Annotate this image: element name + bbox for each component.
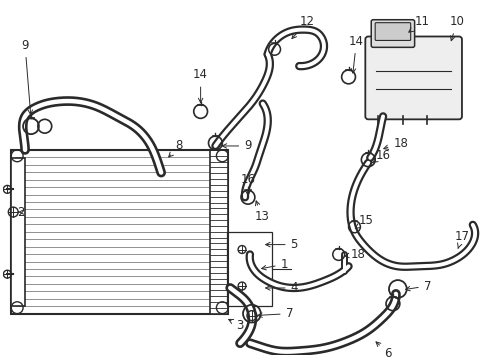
Text: 17: 17 bbox=[454, 230, 469, 249]
FancyBboxPatch shape bbox=[371, 20, 415, 47]
Text: 13: 13 bbox=[254, 201, 269, 224]
Text: 5: 5 bbox=[266, 238, 298, 251]
Text: 6: 6 bbox=[376, 342, 392, 360]
Text: 16: 16 bbox=[241, 173, 255, 195]
Bar bbox=[11, 158, 25, 306]
Text: 7: 7 bbox=[258, 307, 293, 320]
Text: 18: 18 bbox=[384, 136, 408, 149]
Text: 18: 18 bbox=[344, 248, 366, 261]
Text: 11: 11 bbox=[409, 15, 430, 32]
Text: 14: 14 bbox=[349, 35, 364, 73]
Text: 4: 4 bbox=[266, 282, 298, 294]
Text: 14: 14 bbox=[193, 68, 208, 103]
Text: 8: 8 bbox=[169, 139, 183, 157]
FancyBboxPatch shape bbox=[375, 23, 411, 40]
Bar bbox=[11, 150, 228, 314]
Text: 15: 15 bbox=[355, 215, 374, 228]
Text: 2: 2 bbox=[17, 206, 25, 219]
Bar bbox=[211, 150, 228, 314]
Bar bbox=[227, 232, 271, 306]
Text: 10: 10 bbox=[450, 15, 465, 41]
Text: 9: 9 bbox=[222, 139, 252, 153]
Text: 16: 16 bbox=[373, 149, 391, 162]
Text: 1: 1 bbox=[262, 258, 288, 271]
Text: 9: 9 bbox=[22, 39, 32, 114]
Text: 3: 3 bbox=[229, 319, 244, 332]
Text: 12: 12 bbox=[292, 15, 315, 39]
Text: 7: 7 bbox=[406, 279, 431, 293]
FancyBboxPatch shape bbox=[366, 36, 462, 119]
